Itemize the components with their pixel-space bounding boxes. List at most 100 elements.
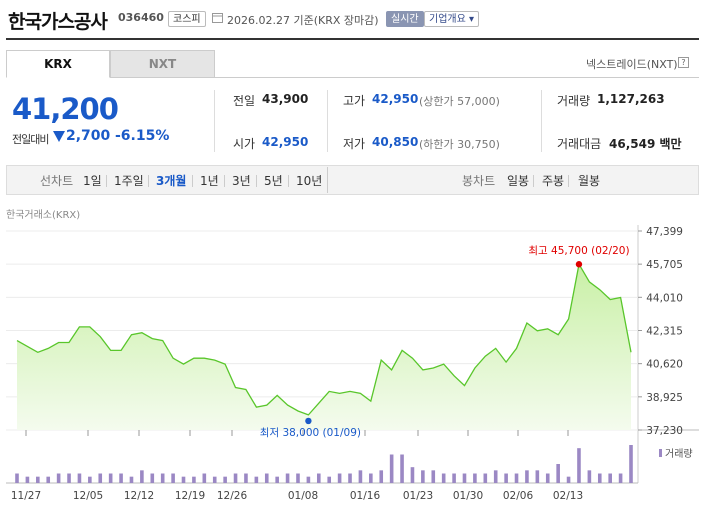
help-icon[interactable]: ?: [678, 57, 689, 68]
volume-bar: [140, 470, 144, 483]
volume-bar: [597, 473, 602, 483]
stock-code: 036460: [118, 11, 164, 24]
tab-underline: [215, 77, 699, 78]
period-5y[interactable]: 5년: [264, 174, 283, 188]
volume-bar: [129, 476, 134, 483]
price-series-line: [16, 262, 632, 416]
volume-bar: [254, 476, 259, 483]
prev-close-label: 전일: [233, 94, 256, 108]
volume-bar: [150, 473, 155, 483]
volume-bar: [587, 470, 592, 483]
y-tick-label: 40,620: [646, 359, 683, 371]
volume-bar: [535, 470, 540, 483]
down-arrow-icon: [53, 131, 65, 142]
period-3y[interactable]: 3년: [232, 174, 251, 188]
volume-bar: [108, 473, 113, 483]
x-tick-label: 01/30: [453, 490, 483, 502]
y-tick-label: 38,925: [646, 392, 683, 404]
period-3m[interactable]: 3개월: [156, 174, 187, 188]
open-value: 42,950: [262, 135, 309, 149]
x-tick-label: 12/26: [217, 490, 248, 502]
volume-bar: [275, 476, 279, 483]
calendar-icon: [212, 13, 223, 23]
market-badge: 코스피: [168, 11, 206, 27]
volume-bar: [98, 473, 103, 483]
y-tick-label: 44,010: [646, 292, 683, 304]
max-marker: [575, 261, 583, 268]
min-marker: [305, 417, 312, 425]
tab-krx[interactable]: KRX: [6, 50, 110, 78]
volume-bar: [56, 473, 61, 483]
period-1y[interactable]: 1년: [200, 174, 219, 188]
amount-label: 거래대금: [557, 137, 602, 151]
toolbar-divider: [148, 175, 149, 187]
volume-label: 거래량: [557, 94, 591, 108]
company-info-dropdown[interactable]: 기업개요 ▾: [424, 11, 480, 27]
max-label: 최고 45,700 (02/20): [528, 245, 629, 257]
volume-bar: [119, 473, 123, 483]
volume-bar: [181, 476, 186, 483]
volume-bar: [337, 473, 342, 483]
volume-bar: [431, 470, 436, 483]
high-label: 고가: [343, 94, 366, 108]
volume-bar: [88, 476, 92, 483]
volume-bar: [36, 476, 40, 483]
toolbar-divider: [256, 175, 257, 187]
volume-bar: [566, 476, 571, 483]
volume-bar: [504, 473, 508, 483]
volume-bar: [514, 473, 519, 483]
volume-bar: [577, 448, 581, 483]
volume-value: 1,127,263: [597, 92, 665, 106]
volume-bar: [15, 473, 19, 483]
summary-divider: [327, 90, 328, 152]
volume-bar: [233, 473, 238, 483]
volume-bar: [77, 473, 82, 483]
volume-bar: [473, 473, 477, 483]
candle-chart-label: 봉차트: [462, 174, 496, 188]
volume-bar: [462, 473, 467, 483]
min-label: 최저 38,000 (01/09): [260, 427, 361, 439]
candle-weekly[interactable]: 주봉: [542, 174, 565, 188]
volume-bar: [493, 470, 498, 483]
volume-bar: [421, 470, 425, 483]
volume-bar: [389, 454, 394, 483]
period-10y[interactable]: 10년: [296, 174, 323, 188]
period-1w[interactable]: 1주일: [114, 174, 144, 188]
volume-bar: [316, 473, 321, 483]
y-tick-label: 45,705: [646, 259, 683, 271]
candle-daily[interactable]: 일봉: [507, 174, 530, 188]
volume-bar: [369, 473, 373, 483]
volume-bar: [306, 476, 311, 483]
volume-bar: [608, 473, 612, 483]
toolbar-divider: [288, 175, 289, 187]
lower-limit: (하한가 30,750): [419, 138, 500, 151]
volume-bar: [452, 473, 456, 483]
volume-bar: [525, 470, 529, 483]
x-tick-label: 01/08: [288, 490, 318, 502]
candle-monthly[interactable]: 월봉: [578, 174, 601, 188]
volume-bar: [202, 473, 207, 483]
x-tick-label: 02/06: [503, 490, 534, 502]
toolbar-divider: [192, 175, 193, 187]
toolbar-divider: [224, 175, 225, 187]
volume-bar: [629, 445, 633, 483]
volume-bar: [264, 473, 269, 483]
volume-bar: [46, 476, 51, 483]
volume-bar: [296, 473, 300, 483]
base-date: 2026.02.27 기준(KRX 장마감): [227, 14, 379, 27]
y-tick-label: 37,230: [646, 425, 683, 437]
chart-source-label: 한국거래소(KRX): [6, 210, 81, 221]
change-value: 2,700: [66, 128, 111, 144]
prev-close-value: 43,900: [262, 92, 309, 106]
current-price: 41,200: [12, 92, 119, 126]
tab-nxt[interactable]: NXT: [110, 50, 215, 78]
x-tick-label: 12/19: [175, 490, 205, 502]
volume-bar: [67, 473, 71, 483]
period-1d[interactable]: 1일: [83, 174, 102, 188]
summary-divider: [214, 90, 215, 152]
realtime-button[interactable]: 실시간: [386, 11, 424, 27]
change-label: 전일대비: [12, 133, 49, 146]
x-tick-label: 01/23: [403, 490, 433, 502]
nextrade-link[interactable]: 넥스트레이드(NXT): [586, 58, 678, 71]
